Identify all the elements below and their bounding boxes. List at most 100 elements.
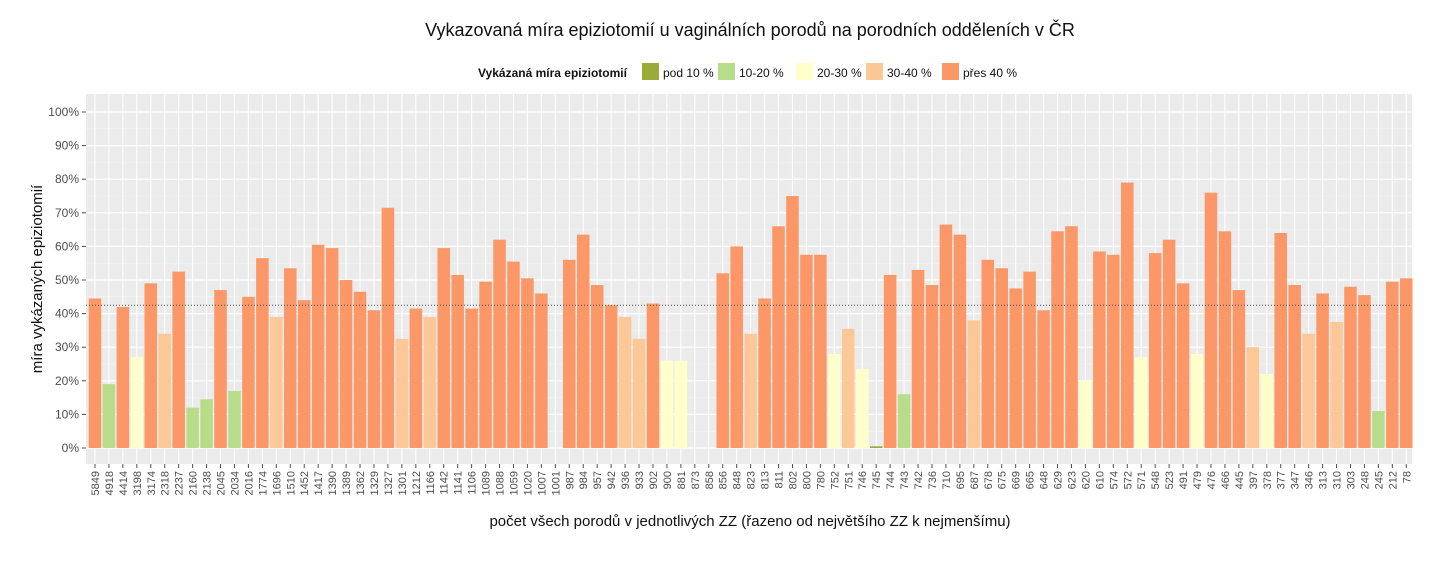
bar [911,269,925,448]
bar [897,394,911,448]
bar [1288,285,1301,448]
x-tick-label: 648 [1039,471,1051,489]
bar [828,353,841,448]
x-tick-label: 800 [801,471,813,489]
x-tick-label: 1142 [439,471,451,495]
x-tick-label: 310 [1332,471,1344,489]
bar [521,278,534,448]
legend-key [866,63,883,80]
bar [563,259,576,448]
x-tick-label: 571 [1136,471,1148,489]
x-tick-label: 466 [1220,471,1232,489]
bar [200,399,213,448]
bar [1148,253,1162,448]
x-tick-label: 1141 [453,471,465,495]
x-tick-label: 1329 [369,471,381,495]
bar [883,274,897,448]
bar [618,316,632,448]
x-tick-label: 523 [1164,471,1176,489]
x-tick-label: 1510 [285,471,297,495]
bar [814,254,827,448]
bar [423,316,437,448]
bar [786,196,799,448]
x-tick-label: 78 [1401,471,1413,483]
bar [88,298,102,448]
bar [1274,232,1287,448]
x-tick-label: 881 [676,471,688,489]
bar [855,369,869,448]
x-tick-label: 610 [1094,471,1106,489]
bar [1065,226,1078,448]
x-axis-label: počet všech porodů v jednotlivých ZZ (řa… [489,513,1010,530]
x-tick-label: 811 [774,471,786,489]
x-tick-label: 1059 [508,471,520,495]
x-tick-label: 2138 [202,471,214,495]
x-tick-label: 665 [1025,471,1037,489]
y-tick-label: 50% [55,273,79,287]
x-tick-label: 848 [732,471,744,489]
x-tick-label: 1089 [481,471,493,495]
x-tick-label: 678 [983,471,995,489]
bar [939,224,953,448]
bar [995,268,1008,448]
x-tick-label: 1452 [299,471,311,495]
x-tick-label: 856 [718,471,730,489]
bar [186,407,199,448]
legend-title: Vykázaná míra epiziotomií [478,66,628,80]
x-tick-label: 491 [1178,471,1190,489]
x-tick-label: 743 [899,471,911,489]
bar [381,207,395,448]
x-tick-label: 572 [1122,471,1134,489]
legend-label: 20-30 % [817,66,862,80]
x-tick-label: 2045 [216,471,228,495]
bar [102,384,116,448]
x-tick-label: 669 [1011,471,1023,489]
y-tick-label: 30% [55,340,79,354]
bar [772,226,785,448]
bar [1037,310,1050,448]
bar [660,360,674,448]
x-tick-label: 1166 [425,471,437,495]
bar [172,271,185,448]
x-tick-label: 476 [1206,471,1218,489]
bar [967,320,981,448]
bar [1358,295,1371,448]
bar [228,390,241,448]
y-tick-label: 20% [55,374,79,388]
x-tick-label: 823 [746,471,758,489]
x-tick-label: 2237 [174,471,186,495]
bar [507,261,520,448]
bar [1330,322,1343,448]
x-tick-label: 248 [1359,471,1371,489]
bar [1302,333,1315,448]
bar [1023,271,1036,448]
y-axis-ticks: 0% 10% 20% 30% 40% 50% 60% 70% 80% 90% 100% [48,105,86,455]
x-tick-label: 1106 [467,471,479,495]
x-tick-label: 746 [857,471,869,489]
bar [632,338,646,448]
x-tick-label: 623 [1066,471,1078,489]
x-tick-label: 936 [620,471,632,489]
x-tick-label: 1362 [355,471,367,495]
x-tick-label: 4414 [118,471,130,495]
x-tick-label: 900 [662,471,674,489]
bar [158,333,171,448]
x-tick-label: 303 [1345,471,1357,489]
bar [325,248,339,448]
x-tick-label: 858 [704,471,716,489]
bar [1051,231,1064,448]
x-tick-label: 745 [871,471,883,489]
bar [1121,182,1134,448]
x-tick-label: 987 [564,471,576,489]
bar [395,338,409,448]
bar [1134,357,1148,448]
x-tick-label: 313 [1318,471,1330,489]
x-tick-label: 5849 [90,471,102,495]
bar [730,246,743,448]
bar [130,357,144,448]
bar [1316,293,1329,448]
x-tick-label: 3174 [146,471,158,495]
bar [1386,281,1399,448]
bar [1162,239,1176,448]
x-tick-label: 1088 [495,471,507,495]
